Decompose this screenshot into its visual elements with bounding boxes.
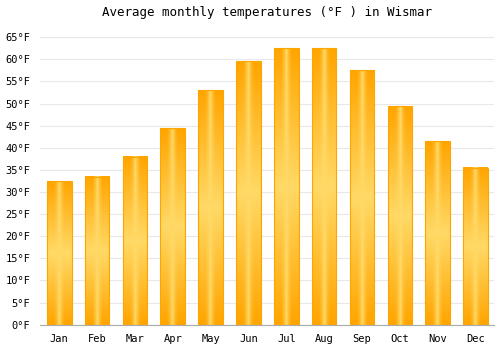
Title: Average monthly temperatures (°F ) in Wismar: Average monthly temperatures (°F ) in Wi… [102, 6, 432, 19]
Bar [236, 62, 260, 325]
Bar [47, 181, 72, 325]
Bar [463, 168, 488, 325]
Bar [426, 141, 450, 325]
Bar [84, 176, 110, 325]
Bar [388, 106, 412, 325]
Bar [274, 48, 298, 325]
Bar [350, 70, 374, 325]
Bar [122, 156, 147, 325]
Bar [312, 48, 336, 325]
Bar [198, 90, 223, 325]
Bar [160, 128, 185, 325]
